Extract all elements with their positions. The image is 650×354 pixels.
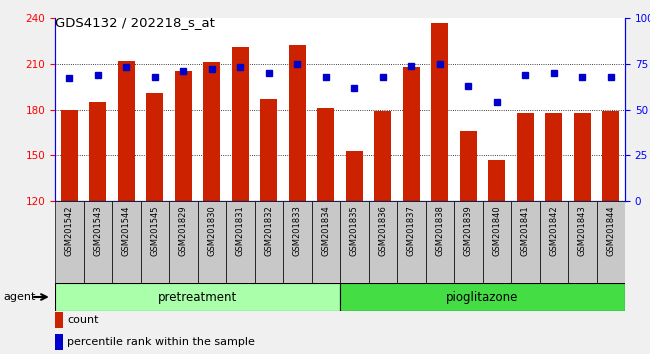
Text: GSM201843: GSM201843 (578, 205, 587, 256)
Bar (311, 201, 340, 283)
Bar (597, 201, 625, 283)
Bar (112, 201, 140, 283)
Text: GSM201836: GSM201836 (378, 205, 387, 256)
Bar (60, 109, 78, 201)
Bar (397, 201, 426, 283)
Text: pioglitazone: pioglitazone (447, 291, 519, 303)
Bar (55, 283, 340, 311)
Text: GSM201830: GSM201830 (207, 205, 216, 256)
Bar (317, 108, 334, 201)
Text: GSM201544: GSM201544 (122, 205, 131, 256)
Bar (169, 201, 198, 283)
Text: GSM201542: GSM201542 (65, 205, 73, 256)
Bar (231, 47, 249, 201)
Text: agent: agent (3, 292, 36, 302)
Text: GSM201543: GSM201543 (93, 205, 102, 256)
Text: GSM201837: GSM201837 (407, 205, 416, 256)
Bar (346, 151, 363, 201)
Text: GSM201833: GSM201833 (292, 205, 302, 256)
Bar (545, 113, 562, 201)
Bar (574, 113, 591, 201)
Bar (226, 201, 255, 283)
Text: pretreatment: pretreatment (158, 291, 237, 303)
Text: GSM201844: GSM201844 (606, 205, 616, 256)
Text: count: count (67, 315, 99, 325)
Bar (426, 201, 454, 283)
Bar (431, 23, 448, 201)
Text: GSM201829: GSM201829 (179, 205, 188, 256)
Bar (374, 111, 391, 201)
Bar (203, 62, 220, 201)
Bar (140, 201, 169, 283)
Bar (403, 67, 420, 201)
Text: percentile rank within the sample: percentile rank within the sample (67, 337, 255, 347)
Bar (260, 99, 278, 201)
Bar (146, 93, 163, 201)
Bar (602, 111, 619, 201)
Bar (175, 72, 192, 201)
Bar (511, 201, 540, 283)
Bar (340, 283, 625, 311)
Text: GSM201831: GSM201831 (236, 205, 245, 256)
Bar (482, 201, 511, 283)
Bar (460, 131, 477, 201)
Bar (517, 113, 534, 201)
Bar (55, 201, 83, 283)
Bar (540, 201, 568, 283)
Bar (55, 312, 62, 329)
Bar (118, 61, 135, 201)
Bar (454, 201, 482, 283)
Text: GSM201545: GSM201545 (150, 205, 159, 256)
Bar (568, 201, 597, 283)
Bar (198, 201, 226, 283)
Text: GSM201842: GSM201842 (549, 205, 558, 256)
Bar (89, 102, 107, 201)
Text: GSM201835: GSM201835 (350, 205, 359, 256)
Text: GSM201841: GSM201841 (521, 205, 530, 256)
Bar (369, 201, 397, 283)
Bar (488, 160, 505, 201)
Bar (83, 201, 112, 283)
Bar (283, 201, 311, 283)
Text: GSM201834: GSM201834 (321, 205, 330, 256)
Bar (55, 333, 62, 350)
Bar (255, 201, 283, 283)
Text: GSM201840: GSM201840 (492, 205, 501, 256)
Text: GDS4132 / 202218_s_at: GDS4132 / 202218_s_at (55, 16, 215, 29)
Bar (289, 45, 306, 201)
Bar (340, 201, 369, 283)
Text: GSM201838: GSM201838 (436, 205, 444, 256)
Text: GSM201839: GSM201839 (463, 205, 473, 256)
Text: GSM201832: GSM201832 (265, 205, 273, 256)
